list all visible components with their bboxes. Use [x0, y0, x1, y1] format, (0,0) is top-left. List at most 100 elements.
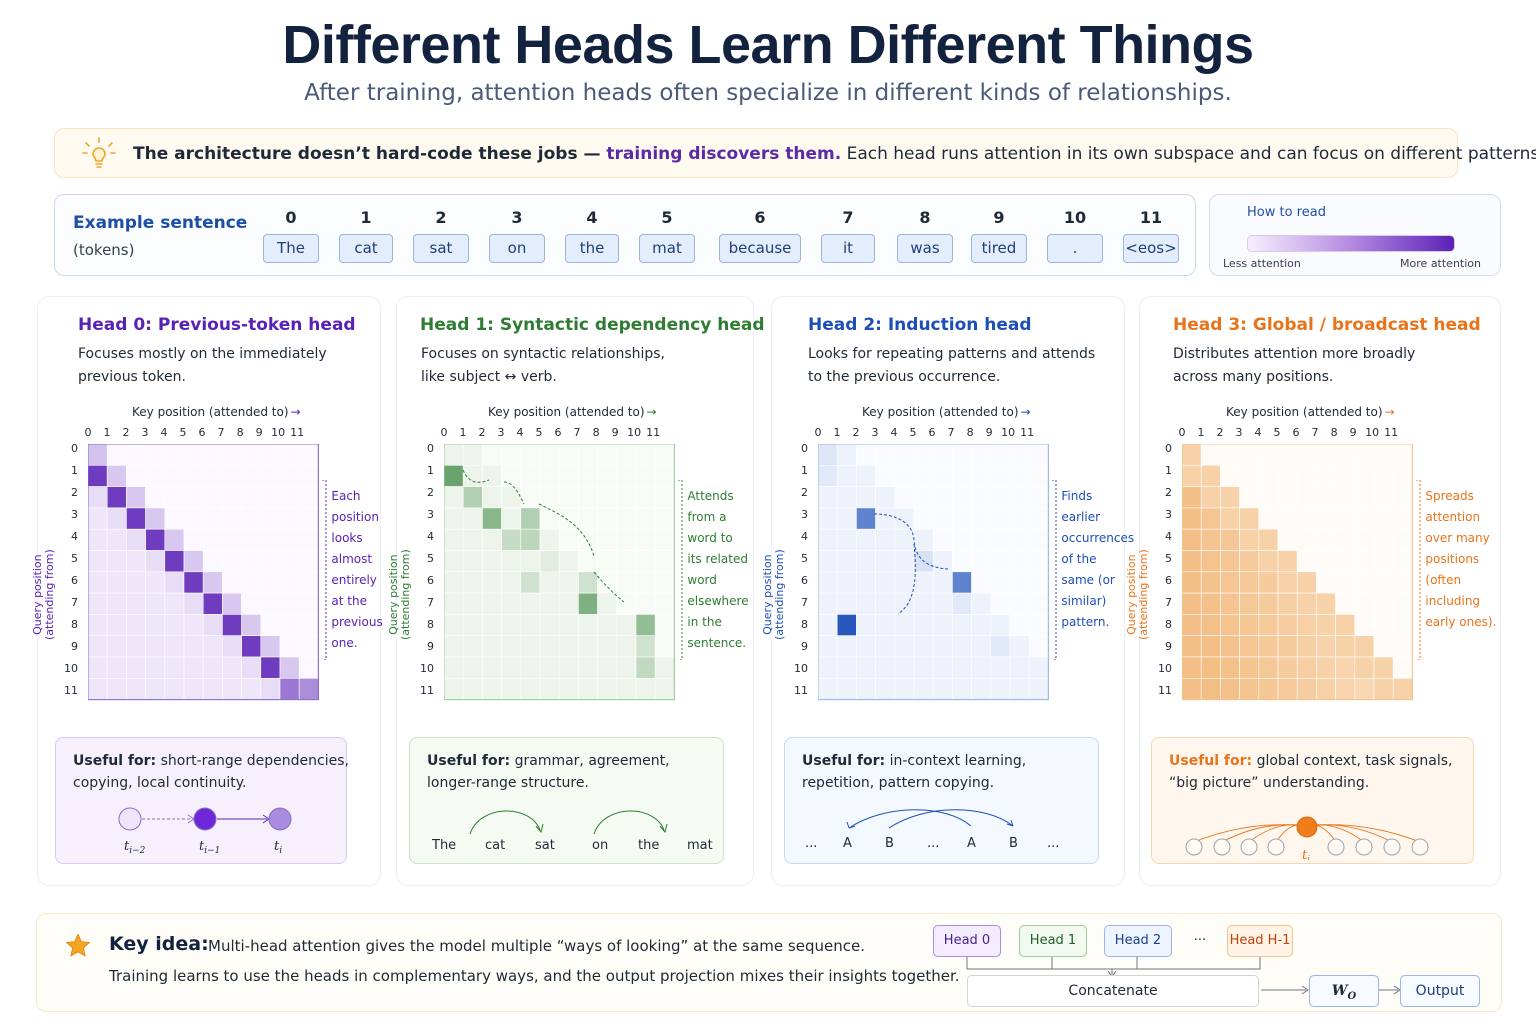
key-tick-label: 1	[103, 426, 111, 439]
heatmap-cell	[88, 635, 108, 658]
heatmap-cell	[971, 464, 992, 487]
heatmap-cell	[1220, 528, 1240, 551]
heatmap-cell	[836, 656, 857, 679]
useful-for-value: short-range dependencies,	[156, 753, 349, 769]
heatmap-cell	[501, 656, 522, 679]
heatmap-cell	[1354, 571, 1375, 594]
heatmap-cell	[164, 592, 185, 615]
key-tick-label: 4	[1254, 426, 1262, 439]
useful-for-label: Useful for:	[73, 753, 157, 769]
example-sentence-label: Example sentence	[73, 213, 248, 233]
heatmap-cell	[202, 464, 223, 487]
key-tick-label: 0	[84, 426, 92, 439]
heatmap-cell	[106, 528, 127, 551]
query-tick-label: 0	[1165, 442, 1172, 455]
heatmap-cell	[635, 678, 656, 700]
heatmap-cell	[597, 614, 618, 636]
heatmap-cell	[482, 507, 502, 530]
heatmap-cell	[616, 550, 637, 573]
heatmap-cell	[298, 444, 319, 466]
heatmap-cell	[1239, 507, 1260, 530]
heatmap-cell	[558, 635, 579, 658]
heatmap-cell	[279, 528, 300, 551]
heatmap-cell	[183, 528, 204, 551]
heatmap-cell	[183, 678, 204, 700]
query-tick-label: 1	[71, 464, 78, 477]
heatmap-cell	[145, 528, 166, 551]
annotation-line: its related	[687, 552, 748, 566]
heatmap-cell	[241, 550, 262, 573]
arrow-right-icon: →	[1384, 405, 1395, 419]
heatmap-cell	[1354, 550, 1375, 573]
heatmap-cell	[164, 678, 185, 700]
key-tick-label: 1	[833, 426, 841, 439]
heatmap-cell	[558, 571, 579, 594]
heatmap-cell	[298, 656, 319, 679]
key-tick-label: 7	[217, 426, 225, 439]
heatmap-cell	[1392, 656, 1413, 679]
heatmap-cell	[1373, 464, 1394, 487]
heatmap-cell	[145, 486, 166, 509]
key-tick-label: 3	[1235, 426, 1243, 439]
heatmap-cell	[482, 678, 502, 700]
attention-heatmap	[444, 444, 675, 701]
heatmap-cell	[894, 550, 915, 573]
heatmap-cell	[1296, 444, 1317, 466]
heatmap-cell	[1392, 464, 1413, 487]
heatmap-cell	[222, 571, 242, 594]
heatmap-cell	[913, 678, 934, 700]
heatmap-cell	[1009, 656, 1030, 679]
heatmap-cell	[635, 486, 656, 509]
heatmap-cell	[1316, 444, 1336, 466]
heatmap-cell	[1182, 550, 1202, 573]
head-description-line2: to the previous occurrence.	[808, 369, 1001, 385]
heatmap-cell	[202, 550, 223, 573]
heatmap-cell	[654, 528, 675, 551]
heatmap-cell	[558, 444, 579, 466]
heatmap-cell	[1392, 635, 1413, 658]
query-tick-label: 3	[1165, 508, 1172, 521]
heatmap-cell	[1220, 635, 1240, 658]
heatmap-cell	[616, 635, 637, 658]
heatmap-cell	[222, 464, 242, 487]
heatmap-cell	[1028, 656, 1049, 679]
heatmap-cell	[241, 486, 262, 509]
heatmap-cell	[952, 571, 972, 594]
legend-less-label: Less attention	[1223, 257, 1301, 270]
heatmap-cell	[616, 592, 637, 615]
heatmap-cell	[1296, 656, 1317, 679]
heatmap-cell	[1182, 528, 1202, 551]
heatmap-cell	[654, 635, 675, 658]
heatmap-cell	[654, 614, 675, 636]
heatmap-cell	[1009, 507, 1030, 530]
heatmap-cell	[856, 678, 876, 700]
heatmap-cell	[183, 614, 204, 636]
heatmap-cell	[1316, 507, 1336, 530]
head-title: Head 3: Global / broadcast head	[1173, 315, 1481, 335]
heatmap-cell	[654, 444, 675, 466]
heatmap-cell	[952, 464, 972, 487]
heatmap-cell	[164, 464, 185, 487]
useful-for-value: grammar, agreement,	[510, 753, 670, 769]
heatmap-cell	[501, 550, 522, 573]
heatmap-cell	[1220, 592, 1240, 615]
query-tick-label: 2	[71, 486, 78, 499]
key-tick-label: 10	[627, 426, 642, 439]
key-axis-text: Key position (attended to)	[488, 405, 645, 419]
query-tick-label: 10	[420, 662, 434, 675]
useful-for-text: Useful for: global context, task signals…	[1169, 750, 1452, 794]
heatmap-cell	[1182, 486, 1202, 509]
heatmap-cell	[222, 444, 242, 466]
head-description: Distributes attention more broadly across…	[1173, 343, 1473, 389]
heatmap-cell	[875, 464, 896, 487]
heatmap-cell	[126, 571, 146, 594]
sequence-label: A	[843, 836, 852, 851]
heatmap-cell	[971, 656, 992, 679]
heatmap-cell	[260, 550, 281, 573]
head-title: Head 0: Previous-token head	[78, 315, 356, 335]
heatmap-cell	[971, 592, 992, 615]
key-tick-label: 1	[459, 426, 467, 439]
head-annotation: Spreads attention over many positions (often…	[1425, 486, 1496, 633]
heatmap-cell	[856, 444, 876, 466]
token-index: 8	[919, 208, 931, 227]
